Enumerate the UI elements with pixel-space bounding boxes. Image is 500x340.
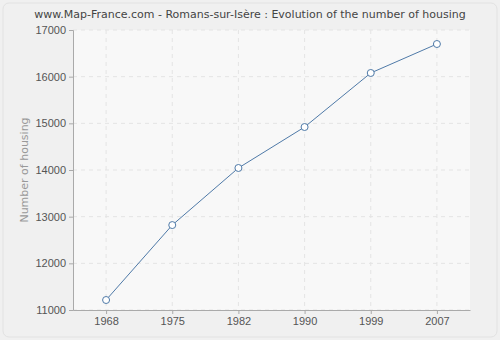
x-grid-line xyxy=(304,30,305,310)
y-tick-label: 11000 xyxy=(36,304,66,316)
line xyxy=(106,44,437,300)
x-tick-label: 1999 xyxy=(359,315,383,327)
title: www.Map-France.com - Romans-sur-Isère : … xyxy=(34,8,466,21)
marker xyxy=(433,41,440,48)
marker xyxy=(367,69,374,76)
x-tick-label: 1990 xyxy=(293,315,317,327)
x-tick-label: 2007 xyxy=(425,315,449,327)
y-tick: 14000 xyxy=(35,164,73,176)
x-axis-line xyxy=(74,310,471,311)
x-tick-mark xyxy=(238,310,239,314)
background xyxy=(0,0,500,340)
y-axis-title: Number of housing xyxy=(18,117,31,222)
plot xyxy=(103,41,441,304)
y-tick: 16000 xyxy=(35,71,73,83)
marker xyxy=(301,124,308,131)
y-tick-label: 13000 xyxy=(35,211,66,223)
y-tick: 15000 xyxy=(35,117,73,129)
x-tick-mark xyxy=(437,310,438,314)
marker xyxy=(169,222,176,229)
y-tick-mark xyxy=(69,217,73,218)
y-tick-mark xyxy=(69,170,73,171)
x-grid-line xyxy=(172,30,173,310)
grid xyxy=(73,30,470,310)
y-grid-line xyxy=(73,263,470,264)
x-tick: 1975 xyxy=(161,310,185,327)
y-tick-label: 15000 xyxy=(35,117,66,129)
y-tick-label: 14000 xyxy=(35,164,66,176)
y-grid-line xyxy=(73,123,470,124)
x-tick: 1982 xyxy=(227,310,251,327)
y-tick: 17000 xyxy=(35,24,73,36)
y-axis: 11000 12000 13000 14000 15000 16000 17000 xyxy=(35,24,73,316)
y-grid-line xyxy=(73,30,470,31)
x-tick-label: 1968 xyxy=(94,315,118,327)
x-tick-mark xyxy=(172,310,173,314)
y-tick: 12000 xyxy=(35,257,73,269)
y-tick-mark xyxy=(69,77,73,78)
y-tick-mark xyxy=(69,263,73,264)
x-tick: 1968 xyxy=(94,310,118,327)
marker xyxy=(235,164,242,171)
x-tick: 1999 xyxy=(359,310,383,327)
x-tick: 1990 xyxy=(293,310,317,327)
x-grid-line xyxy=(436,30,437,310)
x-tick-label: 1982 xyxy=(227,315,251,327)
plot-area xyxy=(73,30,470,310)
y-tick-label: 12000 xyxy=(35,257,66,269)
marker xyxy=(103,297,110,304)
y-grid-line xyxy=(73,170,470,171)
y-tick: 11000 xyxy=(36,304,73,316)
y-tick-label: 17000 xyxy=(35,24,66,36)
y-axis-line xyxy=(69,31,74,311)
x-tick: 2007 xyxy=(425,310,449,327)
x-tick-mark xyxy=(371,310,372,314)
y-tick-label: 16000 xyxy=(35,71,66,83)
x-axis: 1968 1975 1982 1990 1999 2007 xyxy=(74,310,471,327)
x-tick-mark xyxy=(305,310,306,314)
chart: 1100012000130001400015000160001700019681… xyxy=(0,0,500,340)
x-tick-mark xyxy=(106,310,107,314)
x-tick-label: 1975 xyxy=(161,315,185,327)
y-tick-mark xyxy=(69,123,73,124)
y-tick-mark xyxy=(69,310,73,311)
y-tick-mark xyxy=(69,30,73,31)
y-tick: 13000 xyxy=(35,211,73,223)
y-grid-line xyxy=(73,310,470,311)
y-grid-line xyxy=(73,76,470,77)
x-grid-line xyxy=(106,30,107,310)
panel xyxy=(3,3,497,337)
y-grid-line xyxy=(73,216,470,217)
